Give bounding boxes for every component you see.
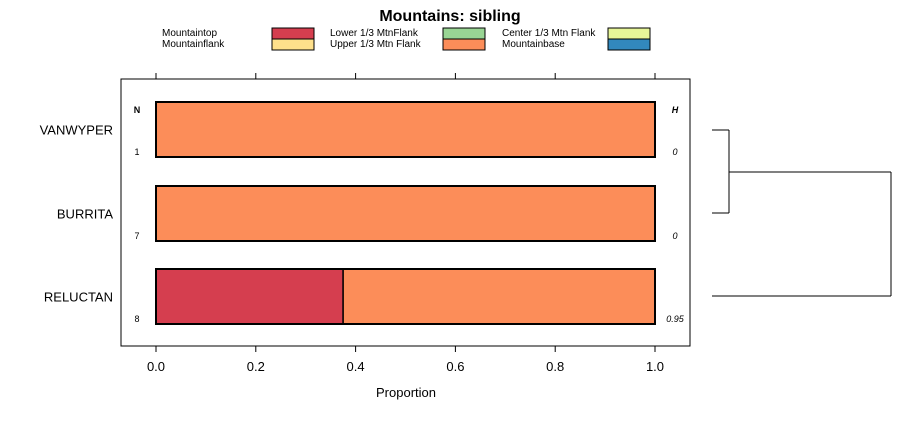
legend-swatch-upper-1-3-mtn-flank	[442, 38, 486, 51]
x-tick-label: 1.0	[646, 359, 664, 374]
n-value-reluctan: 8	[134, 314, 139, 324]
bar-segment-vanwyper-upper-1-3-mtn-flank	[155, 101, 656, 158]
legend-swatch-center-1-3-mtn-flank	[607, 27, 651, 40]
bar-segment-reluctan-mountaintop	[155, 268, 344, 325]
bar-segment-reluctan-upper-1-3-mtn-flank	[342, 268, 656, 325]
bar-outline-reluctan	[155, 268, 656, 325]
legend-label-upper-1-3-mtn-flank: Upper 1/3 Mtn Flank	[330, 39, 422, 50]
row-label-vanwyper: VANWYPER	[40, 123, 113, 138]
bar-outline-vanwyper	[155, 101, 656, 158]
legend-label-mountainflank: Mountainflank	[162, 39, 225, 50]
h-value-burrita: 0	[672, 231, 677, 241]
h-column-header: H	[672, 105, 679, 115]
n-value-vanwyper: 1	[134, 147, 139, 157]
legend-label-center-1-3-mtn-flank: Center 1/3 Mtn Flank	[502, 28, 596, 39]
x-tick-label: 0.8	[546, 359, 564, 374]
x-tick-label: 0.6	[446, 359, 464, 374]
plot-frame	[120, 78, 691, 347]
legend-label-mountaintop: Mountaintop	[162, 28, 217, 39]
legend-swatch-lower-1-3-mtnflank	[442, 27, 486, 40]
n-value-burrita: 7	[134, 231, 139, 241]
n-column-header: N	[134, 105, 141, 115]
h-value-reluctan: 0.95	[666, 314, 685, 324]
x-tick-label: 0.2	[247, 359, 265, 374]
bar-segment-burrita-upper-1-3-mtn-flank	[155, 185, 656, 242]
row-label-burrita: BURRITA	[57, 207, 113, 222]
legend-swatch-mountainflank	[271, 38, 315, 51]
legend-swatch-mountaintop	[271, 27, 315, 40]
x-axis: 0.0 0.2 0.4 0.6 0.8 1.0	[147, 73, 664, 374]
bar-group: VANWYPER 1 0 BURRITA 7 0 RELUCTAN 8 0.95	[40, 101, 685, 325]
legend-swatch-mountainbase	[607, 38, 651, 51]
x-tick-label: 0.4	[347, 359, 365, 374]
dendrogram	[712, 129, 892, 297]
row-label-reluctan: RELUCTAN	[44, 290, 113, 305]
chart-title: Mountains: sibling	[379, 8, 520, 25]
x-tick-label: 0.0	[147, 359, 165, 374]
x-axis-title: Proportion	[376, 385, 436, 400]
bar-outline-burrita	[155, 185, 656, 242]
legend-label-mountainbase: Mountainbase	[502, 39, 565, 50]
legend-label-lower-1-3-mtnflank: Lower 1/3 MtnFlank	[330, 28, 419, 39]
h-value-vanwyper: 0	[672, 147, 677, 157]
